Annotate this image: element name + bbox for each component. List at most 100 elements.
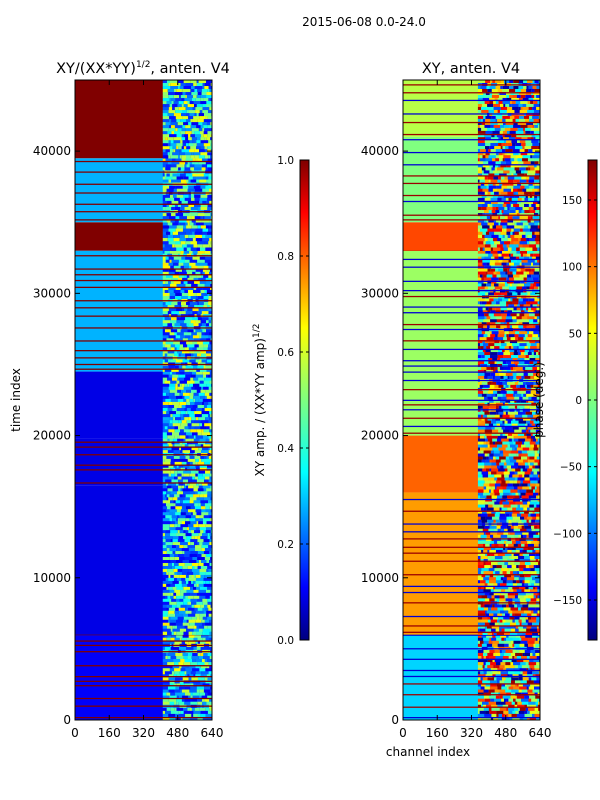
heatmap-cell [178, 713, 186, 718]
heatmap-cell [505, 598, 513, 602]
heatmap-cell [169, 292, 176, 297]
heatmap-cell [187, 542, 191, 546]
heatmap-cell [171, 119, 177, 123]
heatmap-cell [188, 435, 194, 439]
heatmap-cell [500, 701, 506, 706]
heatmap-cell [534, 179, 540, 183]
heatmap-cell [180, 95, 186, 99]
heatmap-cell [509, 271, 513, 275]
heatmap-cell [501, 637, 505, 642]
heatmap-cell [527, 274, 532, 278]
heatmap-cell [207, 203, 212, 208]
heatmap-cell [513, 640, 521, 645]
heatmap-cell [175, 503, 182, 507]
heatmap-cell [167, 506, 171, 510]
heatmap-cell [196, 247, 200, 251]
flagged-row-stripe [403, 538, 540, 540]
heatmap-cell [534, 568, 540, 572]
heatmap-cell [502, 486, 507, 490]
heatmap-cell [500, 453, 504, 457]
heatmap-cell [162, 137, 166, 141]
heatmap-cell [205, 530, 211, 534]
heatmap-cell [528, 319, 534, 323]
heatmap-cell [523, 304, 531, 308]
heatmap-cell [508, 298, 511, 302]
heatmap-cell [190, 539, 198, 543]
heatmap-cell [191, 353, 194, 357]
heatmap-cell [498, 268, 504, 272]
heatmap-cell [165, 167, 171, 171]
heatmap-cell [207, 616, 212, 621]
heatmap-cell [532, 188, 538, 193]
heatmap-cell [193, 143, 197, 147]
heatmap-cell [518, 677, 523, 681]
heatmap-cell [531, 540, 538, 545]
heatmap-cell [173, 137, 182, 141]
heatmap-cell [169, 509, 177, 513]
heatmap-cell [536, 662, 540, 666]
heatmap-cell [477, 628, 480, 632]
heatmap-cell [209, 107, 212, 111]
heatmap-cell [172, 392, 175, 397]
heatmap-cell [182, 89, 191, 93]
heatmap-cell [531, 519, 536, 524]
heatmap-cell [527, 241, 530, 245]
heatmap-cell [181, 473, 184, 477]
heatmap-cell [483, 483, 490, 487]
heatmap-cell [526, 393, 534, 398]
heatmap-cell [535, 340, 539, 344]
heatmap-cell [193, 637, 198, 642]
heatmap-cell [524, 352, 528, 356]
heatmap-cell [188, 652, 190, 657]
heatmap-cell [506, 152, 514, 156]
heatmap-cell [522, 228, 530, 233]
heatmap-cell [174, 610, 179, 615]
heatmap-cell [493, 507, 500, 511]
heatmap-cell [498, 152, 503, 156]
heatmap-cell [521, 613, 528, 617]
heatmap-cell [502, 619, 506, 623]
heatmap-cell [512, 292, 518, 296]
heatmap-cell [528, 396, 532, 401]
heatmap-cell [505, 161, 512, 165]
heatmap-cell [502, 286, 509, 290]
heatmap-cell [501, 444, 508, 448]
heatmap-cell [490, 179, 498, 183]
heatmap-cell [484, 139, 487, 144]
heatmap-cell [205, 470, 211, 474]
heatmap-cell [536, 504, 540, 508]
heatmap-cell [185, 521, 191, 525]
heatmap-cell [477, 173, 483, 177]
heatmap-cell [207, 586, 212, 591]
heatmap-cell [193, 500, 201, 504]
heatmap-cell [538, 142, 540, 147]
heatmap-cell [519, 549, 523, 554]
heatmap-cell [195, 665, 201, 669]
heatmap-cell [534, 182, 540, 186]
heatmap-cell [194, 542, 198, 546]
heatmap-cell [162, 274, 167, 279]
heatmap-cell [195, 234, 203, 239]
heatmap-cell [210, 338, 212, 342]
heatmap-cell [531, 677, 537, 681]
heatmap-cell [501, 507, 508, 511]
heatmap-cell [492, 274, 497, 278]
heatmap-cell [171, 158, 176, 162]
heatmap-cell [176, 619, 183, 624]
heatmap-cell [500, 241, 505, 245]
heatmap-cell [169, 185, 176, 189]
heatmap-cell [530, 568, 535, 572]
heatmap-cell [481, 510, 487, 514]
heatmap-cell [502, 450, 511, 454]
heatmap-cell [512, 231, 515, 236]
heatmap-cell [509, 256, 516, 260]
heatmap-cell [513, 182, 518, 186]
heatmap-cell [477, 375, 485, 380]
heatmap-cell [490, 372, 496, 377]
heatmap-cell [525, 139, 532, 144]
heatmap-cell [477, 613, 486, 617]
flagged-row-stripe [403, 602, 540, 604]
heatmap-cell [477, 704, 482, 709]
heatmap-cell [508, 710, 513, 715]
heatmap-cell [187, 338, 194, 342]
